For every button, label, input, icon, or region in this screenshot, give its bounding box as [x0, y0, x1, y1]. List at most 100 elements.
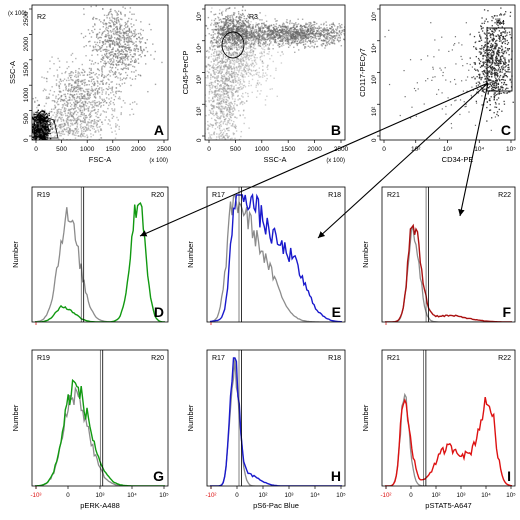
x-tick-label: 10³: [443, 146, 453, 153]
x-tick-label: 0: [34, 146, 38, 153]
y-tick-label: 10⁴: [196, 43, 203, 53]
histogram-series: [385, 223, 512, 322]
x-tick-label: 10²: [411, 146, 421, 153]
series-line: [385, 396, 513, 486]
y-tick-label: 0: [196, 138, 203, 142]
gate-arrow: [458, 82, 489, 217]
panel-frame: [31, 349, 169, 487]
panel-b: R3 0 500 1000 1500 2000 2500 0 10² 10³ 10⁴ 10⁵ SSC-A…: [181, 4, 349, 164]
panel-letter: F: [502, 304, 511, 320]
panel-frame: [31, 4, 169, 141]
gate-ellipse: [221, 31, 245, 59]
x-axis-label: pS6-Pac Blue: [253, 501, 299, 510]
x-axis-label: CD34-PE: [442, 155, 474, 164]
panel-d: R19 R20 Number D: [11, 186, 169, 325]
gate-label-right: R18: [328, 192, 341, 199]
panel-frame: [379, 4, 516, 141]
x-tick-label: 0: [235, 492, 239, 499]
gate-label-left: R21: [387, 192, 400, 199]
panel-letter: G: [153, 468, 164, 484]
panel-frame: [31, 186, 169, 323]
gate-label: R3: [249, 14, 258, 21]
panel-f: R21 R22 Number F: [361, 186, 516, 325]
x-multiplier: (x 100): [149, 158, 168, 164]
panel-frame: [206, 186, 346, 323]
series-line: [210, 357, 342, 486]
panel-h: R17 R18 Number -10² 0 10² 10³ 10⁴ 10⁵ pS6-Pac Blu…: [186, 349, 346, 510]
x-tick-label: 0: [66, 492, 70, 499]
y-tick-label: 500: [23, 113, 30, 124]
histogram-series: [385, 392, 513, 486]
x-tick-label: 10⁴: [474, 146, 484, 153]
panel-a: R2 0 500 1000 1500 2000 2500 0 500 1000 1500 2000 25…: [8, 4, 172, 164]
x-axis-label: pERK-A488: [80, 501, 120, 510]
x-tick-label: 1000: [80, 146, 95, 153]
panel-frame: [206, 349, 346, 487]
x-tick-label: 10⁴: [127, 492, 137, 499]
x-tick-label: 500: [56, 146, 67, 153]
y-tick-label: 10²: [371, 106, 378, 116]
y-tick-label: 0: [371, 138, 378, 142]
series-line: [385, 392, 512, 486]
gate-label: R4: [496, 20, 505, 27]
x-tick-label: 10⁵: [506, 492, 516, 499]
panel-frame: [381, 186, 516, 323]
x-tick-label: 10²: [432, 492, 441, 499]
panel-frame: [381, 349, 516, 487]
y-axis-label: Number: [11, 241, 20, 268]
gate-label-left: R17: [212, 192, 225, 199]
gate-label-right: R22: [498, 355, 511, 362]
arrows-layer: [139, 82, 489, 239]
x-tick-label: 2000: [131, 146, 146, 153]
x-tick-label: 1500: [106, 146, 121, 153]
x-tick-label: -10²: [380, 492, 391, 499]
x-tick-label: 10³: [285, 492, 294, 499]
gate-arrow: [317, 82, 489, 239]
y-tick-label: 1500: [23, 62, 30, 77]
panel-letter: E: [332, 304, 341, 320]
y-tick-label: 10⁵: [371, 11, 378, 21]
panel-letter: B: [331, 122, 341, 138]
y-tick-label: 10³: [371, 74, 378, 84]
x-tick-label: 0: [409, 492, 413, 499]
y-tick-label: 10⁵: [196, 11, 203, 21]
x-tick-label: 10⁵: [336, 492, 346, 499]
y-tick-label: 10³: [196, 74, 203, 84]
panel-frame: [204, 4, 346, 141]
y-axis-label: Number: [361, 241, 370, 268]
y-axis-label: CD117-PECy7: [358, 48, 367, 97]
series-line: [209, 192, 343, 322]
x-tick-label: 500: [230, 146, 241, 153]
x-axis-label: FSC-A: [89, 155, 112, 164]
y-axis-label: Number: [11, 404, 20, 431]
y-axis-label: Number: [361, 404, 370, 431]
series-line: [385, 223, 512, 322]
x-tick-label: 2000: [307, 146, 322, 153]
panel-c: R4 0 10² 10³ 10⁴ 10⁵ 0 10² 10³ 10⁴ 10⁵ CD34-PE CD117…: [358, 4, 516, 164]
gate-label-right: R18: [328, 355, 341, 362]
panels-layer: R20 500 1000 1500 2000 2500050010001500200025…: [8, 4, 516, 510]
scatter-points: [205, 5, 345, 140]
histogram-series: [209, 192, 343, 322]
x-tick-label: 0: [382, 146, 386, 153]
series-line: [34, 207, 165, 322]
x-tick-label: 10⁴: [310, 492, 320, 499]
gate-label-left: R19: [37, 192, 50, 199]
panel-g: R19 R20 Number -10³ 0 10³ 10⁴ 10⁵ pERK-A488 G: [11, 349, 169, 510]
gate-label-right: R20: [151, 355, 164, 362]
gate-label-left: R17: [212, 355, 225, 362]
x-axis-label: pSTAT5-A647: [425, 501, 471, 510]
panel-i: R21 R22 Number -10² 0 10² 10³ 10⁴ 10⁵ pSTAT5-A647…: [361, 349, 516, 510]
gate-polygon: [33, 113, 59, 139]
panel-letter: C: [501, 122, 511, 138]
gate-rectangle: [486, 27, 513, 92]
gate-label-right: R22: [498, 192, 511, 199]
gate-label-right: R20: [151, 192, 164, 199]
y-tick-label: 1000: [23, 87, 30, 102]
series-line: [210, 357, 342, 486]
y-tick-label: 2000: [23, 37, 30, 52]
gate-arrow: [139, 82, 489, 237]
y-tick-label: 0: [23, 138, 30, 142]
y-tick-label: 10²: [196, 106, 203, 116]
